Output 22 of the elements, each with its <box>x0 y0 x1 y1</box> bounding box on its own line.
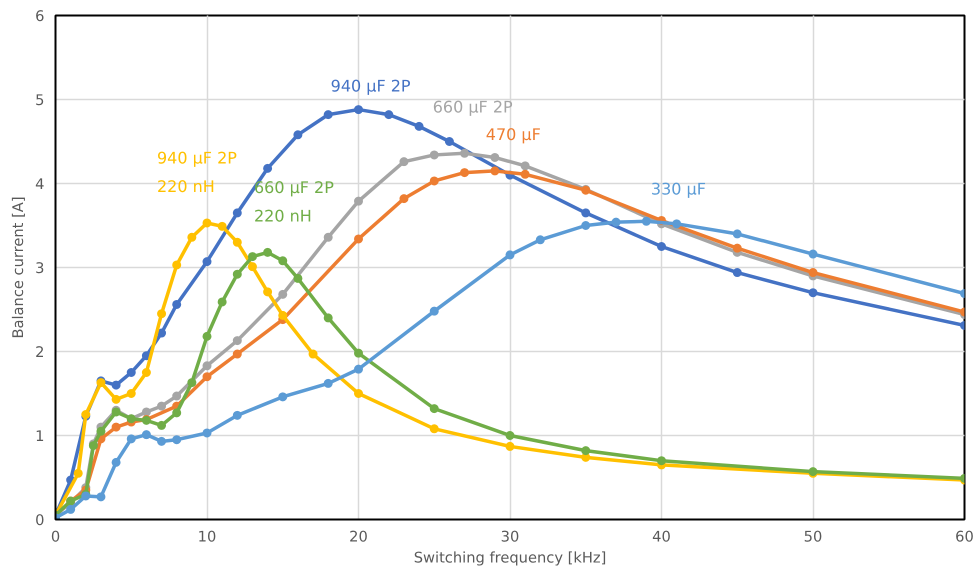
text: 660 µF 2P <box>432 97 514 116</box>
y-tick-label: 6 <box>35 8 45 25</box>
series-label: 940 µF 2P <box>330 76 411 96</box>
y-tick-label: 3 <box>35 260 45 277</box>
series-label: 330 µF <box>650 180 706 199</box>
y-tick-label: 2 <box>35 344 45 361</box>
y-tick-label: 1 <box>35 428 45 445</box>
series-label: 470 µF <box>486 125 541 144</box>
y-axis-title: Balance current [A] <box>10 196 28 339</box>
x-axis-title: Switching frequency [kHz] <box>414 550 606 566</box>
x-tick-label: 60 <box>955 528 974 546</box>
series-label: 940 µF 2P 220 nH <box>157 148 238 196</box>
x-tick-label: 10 <box>198 528 216 546</box>
y-tick-label: 5 <box>35 92 45 109</box>
x-tick-label: 0 <box>50 528 60 546</box>
x-tick-label: 50 <box>804 528 822 546</box>
y-tick-label: 0 <box>35 512 45 529</box>
x-tick-label: 20 <box>349 528 368 546</box>
series-label: 660 µF 2P 220 nH <box>254 178 334 226</box>
x-tick-label: 30 <box>500 528 520 546</box>
y-tick-label: 4 <box>35 176 45 193</box>
x-tick-label: 40 <box>652 528 671 546</box>
